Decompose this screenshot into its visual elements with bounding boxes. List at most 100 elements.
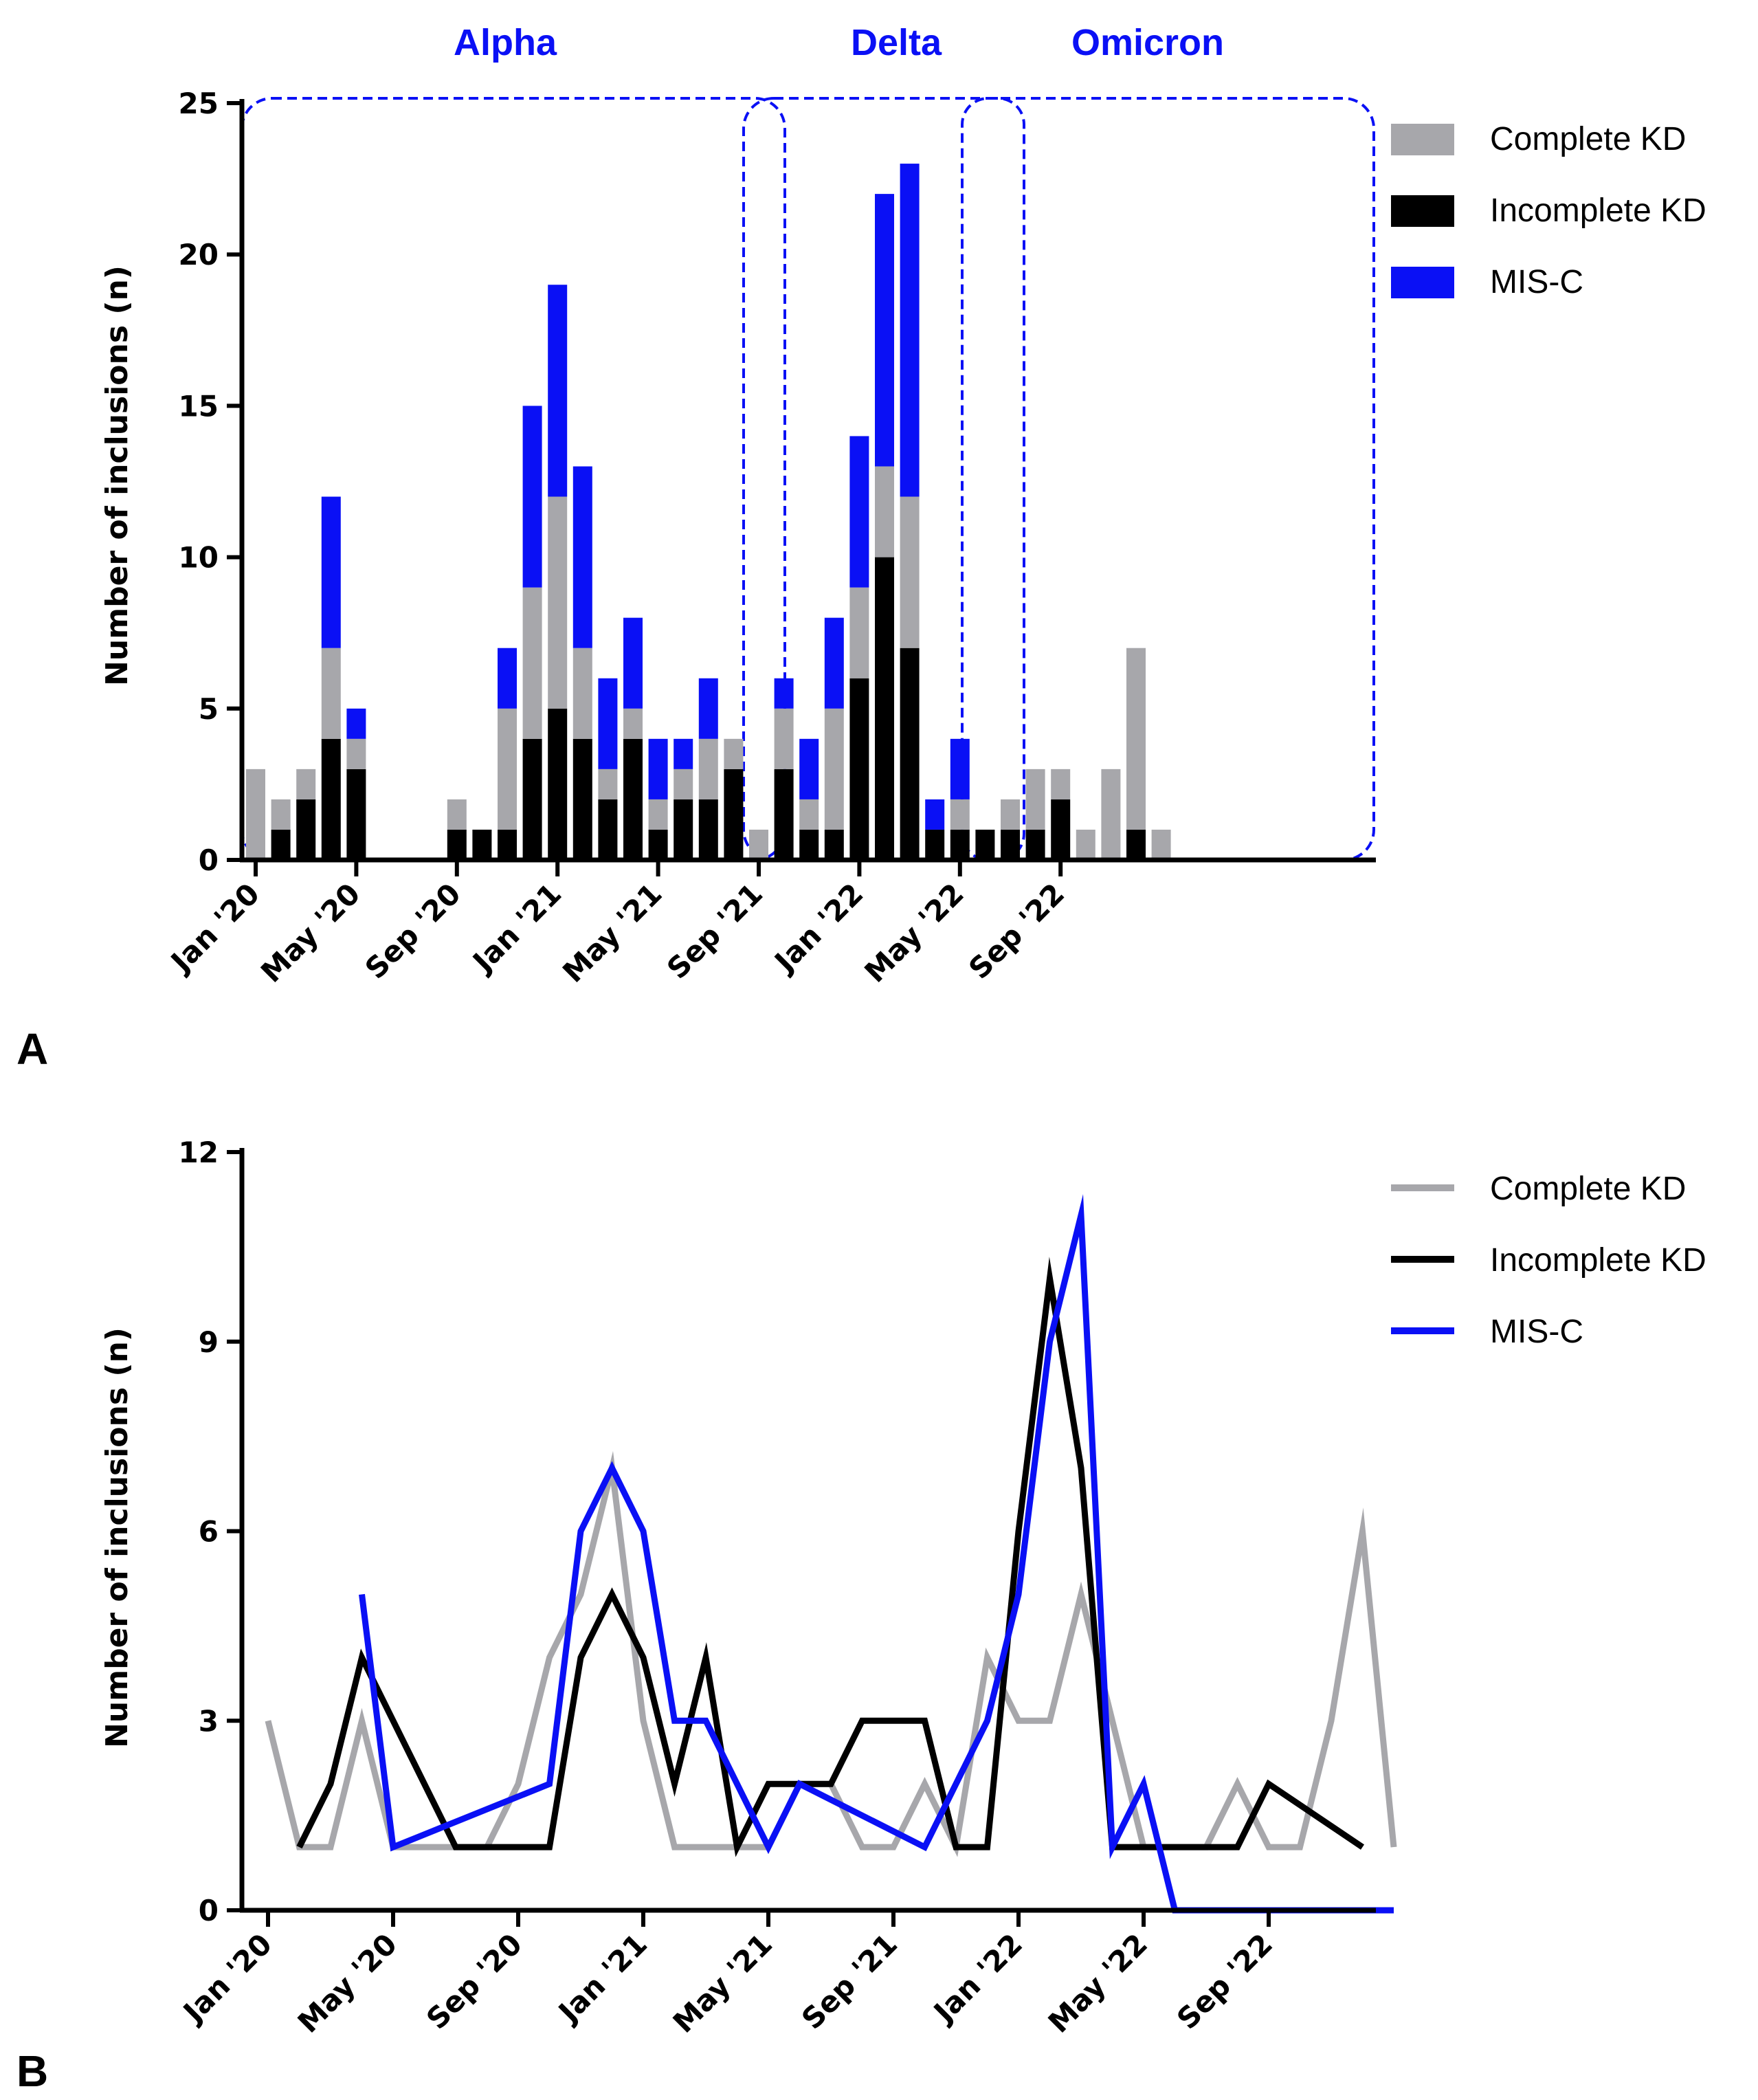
bar-complete-kd-1 — [271, 799, 291, 830]
bar-complete-kd-4 — [346, 738, 366, 769]
bar-complete-kd-13 — [572, 648, 592, 739]
y-tick-label-b: 9 — [199, 1325, 219, 1359]
legend-label-incomplete-kd: Incomplete KD — [1490, 192, 1706, 229]
bar-complete-kd-3 — [321, 648, 341, 739]
line-mis-c — [359, 1194, 1394, 1914]
panel-label-b: B — [16, 2046, 48, 2096]
bar-incomplete-kd-3 — [321, 738, 341, 860]
y-axis-label-a: Number of inclusions (n) — [100, 265, 135, 686]
x-tick-label-b: May '21 — [667, 1927, 779, 2039]
x-tick-label-a: Sep '21 — [660, 876, 769, 985]
bar-complete-kd-18 — [698, 738, 718, 799]
x-tick-label-a: May '20 — [254, 876, 366, 988]
bar-mis-c-13 — [572, 466, 592, 648]
x-tick-label-a: May '22 — [858, 876, 970, 988]
y-axis-label-b: Number of inclusions (n) — [100, 1327, 135, 1748]
bar-complete-kd-14 — [598, 769, 618, 799]
bar-incomplete-kd-10 — [498, 829, 517, 860]
bar-incomplete-kd-18 — [698, 799, 718, 860]
bar-incomplete-kd-25 — [875, 557, 894, 860]
bar-mis-c-27 — [925, 799, 945, 830]
x-tick-label-a: Jan '20 — [163, 876, 266, 980]
bar-mis-c-3 — [321, 496, 341, 648]
x-tick-label-b: Jan '22 — [926, 1927, 1029, 2030]
bar-complete-kd-26 — [900, 496, 920, 648]
y-tick-label-a: 25 — [179, 87, 219, 120]
bar-complete-kd-20 — [749, 829, 768, 860]
y-tick-label-b: 6 — [199, 1515, 219, 1549]
bar-complete-kd-2 — [296, 769, 316, 799]
bar-incomplete-kd-1 — [271, 829, 291, 860]
bar-complete-kd-21 — [774, 708, 794, 769]
bar-mis-c-23 — [824, 617, 844, 709]
line-marks — [265, 1194, 1397, 1914]
bar-complete-kd-16 — [648, 799, 668, 830]
bar-incomplete-kd-16 — [648, 829, 668, 860]
bar-mis-c-25 — [875, 194, 894, 467]
y-tick-label-b: 0 — [199, 1894, 219, 1927]
x-tick-label-b: Jan '21 — [550, 1927, 654, 2030]
bar-complete-kd-31 — [1025, 769, 1045, 830]
bar-mis-c-10 — [498, 648, 517, 709]
legend-label-mis-c: MIS-C — [1490, 264, 1583, 300]
line-incomplete-kd — [296, 1257, 1365, 1857]
bar-incomplete-kd-4 — [346, 769, 366, 860]
annotation-delta: Delta — [851, 22, 942, 63]
bar-mis-c-18 — [698, 678, 718, 739]
bar-complete-kd-0 — [246, 769, 265, 860]
bar-complete-kd-10 — [498, 708, 517, 830]
bar-complete-kd-11 — [522, 587, 542, 739]
bar-incomplete-kd-26 — [900, 648, 920, 860]
bar-mis-c-15 — [623, 617, 643, 709]
bar-incomplete-kd-22 — [799, 829, 819, 860]
bar-mis-c-24 — [849, 436, 869, 588]
bar-mis-c-21 — [774, 678, 794, 709]
legend-label-incomplete-kd-b: Incomplete KD — [1490, 1242, 1706, 1279]
bar-mis-c-12 — [548, 285, 568, 497]
y-tick-label-a: 0 — [199, 843, 219, 877]
panel-label-a: A — [16, 1024, 48, 1074]
bar-incomplete-kd-12 — [548, 708, 568, 860]
y-tick-label-b: 12 — [179, 1136, 219, 1169]
bar-incomplete-kd-28 — [950, 829, 970, 860]
bar-complete-kd-30 — [1001, 799, 1020, 830]
y-tick-label-a: 10 — [179, 541, 219, 575]
omicron-region-box — [961, 97, 1025, 861]
bar-complete-kd-35 — [1126, 648, 1146, 830]
bar-complete-kd-33 — [1076, 829, 1095, 860]
bar-complete-kd-8 — [447, 799, 467, 830]
bar-complete-kd-25 — [875, 466, 894, 557]
line-complete-kd — [265, 1450, 1397, 1857]
legend-swatch-mis-c — [1391, 267, 1454, 298]
x-tick-label-b: May '20 — [291, 1927, 403, 2039]
bar-complete-kd-34 — [1101, 769, 1121, 860]
bar-incomplete-kd-27 — [925, 829, 945, 860]
legend-a: Complete KD Incomplete KD MIS-C — [1391, 121, 1706, 300]
bar-incomplete-kd-32 — [1051, 799, 1071, 860]
y-tick-label-a: 20 — [179, 238, 219, 272]
x-tick-label-b: Sep '21 — [795, 1927, 904, 2035]
annotation-alpha: Alpha — [454, 22, 557, 63]
bar-marks — [246, 164, 1171, 860]
bar-incomplete-kd-17 — [674, 799, 693, 860]
bar-incomplete-kd-11 — [522, 738, 542, 860]
bar-complete-kd-extra — [1151, 829, 1171, 860]
legend-swatch-complete-kd — [1391, 124, 1454, 155]
bar-incomplete-kd-13 — [572, 738, 592, 860]
bar-mis-c-4 — [346, 708, 366, 739]
y-tick-label-a: 15 — [179, 389, 219, 423]
bar-complete-kd-22 — [799, 799, 819, 830]
bar-mis-c-17 — [674, 738, 693, 769]
bar-complete-kd-23 — [824, 708, 844, 830]
x-tick-label-a: May '21 — [556, 876, 668, 988]
x-tick-label-b: Jan '20 — [175, 1927, 278, 2030]
bar-incomplete-kd-19 — [724, 769, 744, 860]
legend-label-complete-kd: Complete KD — [1490, 121, 1686, 157]
bar-incomplete-kd-9 — [472, 829, 492, 860]
y-tick-label-a: 5 — [199, 692, 219, 726]
legend-swatch-incomplete-kd — [1391, 195, 1454, 227]
